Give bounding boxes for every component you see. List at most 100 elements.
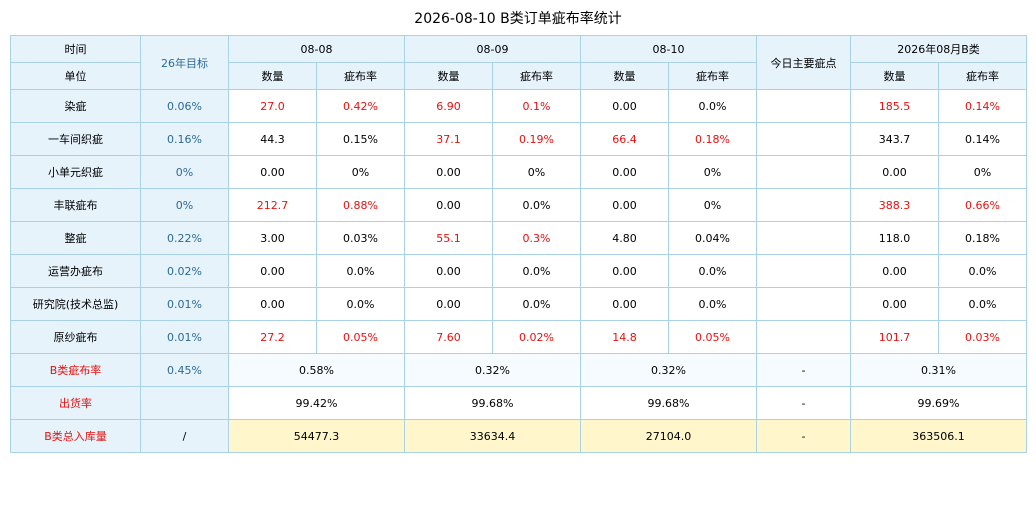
row-target: 0.22% [140,221,229,255]
cell-rate: 0.0% [492,188,581,222]
summary-value: 27104.0 [580,419,757,453]
cell-qty: 3.00 [228,221,317,255]
summary-target [140,386,229,420]
cell-qty: 0.00 [580,188,669,222]
cell-main-defect [756,188,851,222]
cell-qty: 55.1 [404,221,493,255]
cell-qty: 0.00 [580,155,669,189]
cell-main-defect [756,221,851,255]
cell-rate: 0.18% [668,122,757,156]
cell-month-rate: 0.03% [938,320,1027,354]
cell-qty: 66.4 [580,122,669,156]
summary-row: 出货率 99.42% 99.68% 99.68% -99.69% [10,386,1027,420]
cell-month-rate: 0% [938,155,1027,189]
cell-rate: 0.15% [316,122,405,156]
table-row: 运营办疵布 0.02% 0.00 0.0% 0.00 0.0% 0.00 0.0% 0.00 0.… [10,254,1027,288]
header-rate: 疵布率 [492,62,581,90]
cell-rate: 0% [668,188,757,222]
cell-qty: 0.00 [228,155,317,189]
cell-month-rate: 0.0% [938,287,1027,321]
row-label: 研究院(技术总监) [10,287,141,321]
cell-main-defect [756,254,851,288]
cell-qty: 0.00 [580,254,669,288]
header-date-3: 08-10 [580,35,757,63]
cell-month-rate: 0.18% [938,221,1027,255]
row-label: 一车间织疵 [10,122,141,156]
cell-month-qty: 118.0 [850,221,939,255]
cell-month-qty: 101.7 [850,320,939,354]
table-row: 染疵 0.06% 27.0 0.42% 6.90 0.1% 0.00 0.0% 185.5 0.1… [10,89,1027,123]
header-time: 时间 [10,35,141,63]
cell-month-qty: 0.00 [850,287,939,321]
cell-qty: 14.8 [580,320,669,354]
summary-label: 出货率 [10,386,141,420]
summary-value: 99.68% [580,386,757,420]
summary-row: B类总入库量/54477.3 33634.4 27104.0-363506.1 [10,419,1027,453]
summary-value: 33634.4 [404,419,581,453]
page-title: 2026-08-10 B类订单疵布率统计 [414,11,622,27]
table-row: 丰联疵布 0% 212.7 0.88% 0.00 0.0% 0.00 0% 388.3 0.66% [10,188,1027,222]
table-row: 原纱疵布 0.01% 27.2 0.05% 7.60 0.02% 14.8 0.05% 101.… [10,320,1027,354]
cell-qty: 0.00 [404,287,493,321]
row-label: 丰联疵布 [10,188,141,222]
summary-month: 99.69% [850,386,1027,420]
cell-rate: 0.88% [316,188,405,222]
summary-value: 99.68% [404,386,581,420]
summary-main-defect: - [756,419,851,453]
row-label: 整疵 [10,221,141,255]
row-target: 0.16% [140,122,229,156]
header-rate: 疵布率 [938,62,1027,90]
header-unit: 单位 [10,62,141,90]
summary-value: 0.32% [580,353,757,387]
summary-value: 0.58% [228,353,405,387]
cell-month-rate: 0.14% [938,89,1027,123]
summary-row: B类疵布率 0.45% 0.58% 0.32% 0.32% -0.31% [10,353,1027,387]
cell-month-rate: 0.0% [938,254,1027,288]
header-qty: 数量 [404,62,493,90]
cell-rate: 0.1% [492,89,581,123]
cell-rate: 0.42% [316,89,405,123]
cell-month-qty: 185.5 [850,89,939,123]
summary-label: B类总入库量 [10,419,141,453]
cell-qty: 4.80 [580,221,669,255]
row-label: 小单元织疵 [10,155,141,189]
cell-qty: 37.1 [404,122,493,156]
summary-main-defect: - [756,386,851,420]
row-target: 0.01% [140,320,229,354]
cell-main-defect [756,320,851,354]
cell-rate: 0.0% [668,89,757,123]
cell-rate: 0.04% [668,221,757,255]
cell-rate: 0.19% [492,122,581,156]
cell-rate: 0.0% [316,287,405,321]
header-qty: 数量 [580,62,669,90]
row-label: 原纱疵布 [10,320,141,354]
cell-qty: 0.00 [228,287,317,321]
cell-month-rate: 0.66% [938,188,1027,222]
header-qty: 数量 [850,62,939,90]
cell-qty: 0.00 [404,254,493,288]
cell-rate: 0% [492,155,581,189]
cell-main-defect [756,122,851,156]
table-row: 研究院(技术总监) 0.01% 0.00 0.0% 0.00 0.0% 0.00 0.0% 0.… [10,287,1027,321]
header-date-1: 08-08 [228,35,405,63]
summary-month: 363506.1 [850,419,1027,453]
row-target: 0.01% [140,287,229,321]
cell-rate: 0.03% [316,221,405,255]
cell-qty: 27.0 [228,89,317,123]
cell-rate: 0% [668,155,757,189]
row-label: 染疵 [10,89,141,123]
cell-qty: 0.00 [404,188,493,222]
cell-rate: 0.0% [316,254,405,288]
cell-rate: 0% [316,155,405,189]
summary-target: 0.45% [140,353,229,387]
cell-rate: 0.3% [492,221,581,255]
header-target: 26年目标 [140,35,229,90]
header-main-defect: 今日主要疵点 [756,35,851,90]
summary-value: 0.32% [404,353,581,387]
cell-qty: 212.7 [228,188,317,222]
cell-rate: 0.05% [316,320,405,354]
cell-rate: 0.0% [668,254,757,288]
cell-month-qty: 343.7 [850,122,939,156]
cell-rate: 0.0% [492,287,581,321]
defect-rate-table: 时间 26年目标 08-08 08-09 08-10 今日主要疵点 2026年0… [10,35,1027,453]
